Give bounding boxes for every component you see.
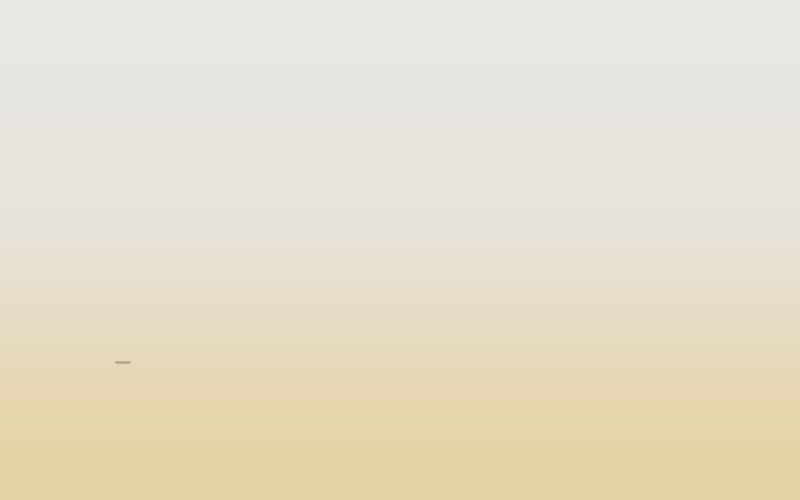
- watermark: [107, 361, 139, 364]
- aei-logo-badge: [115, 361, 131, 364]
